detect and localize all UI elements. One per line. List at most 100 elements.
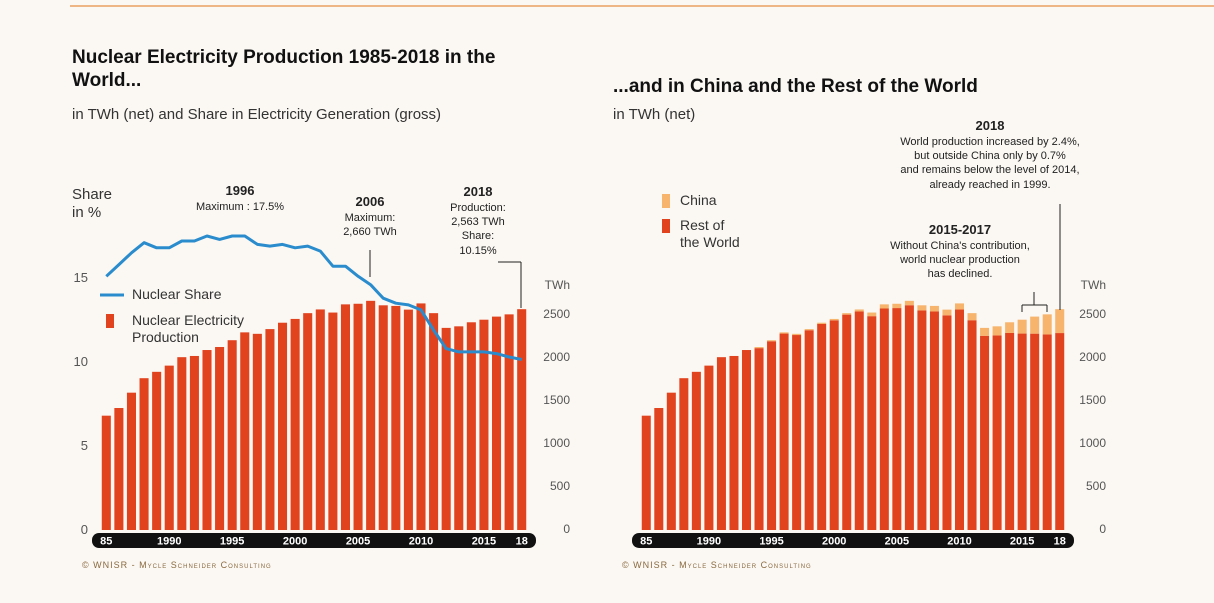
x-tick-label: 1995 [220, 536, 244, 548]
bar [1005, 322, 1015, 333]
x-tick-label: 2015 [1010, 536, 1034, 548]
bar [252, 333, 262, 530]
bar [504, 314, 514, 530]
chart-subtitle: in TWh (net) and Share in Electricity Ge… [72, 106, 442, 123]
annotation: 1996 Maximum : 17.5% [120, 183, 360, 214]
bar [942, 309, 952, 316]
bar [954, 303, 965, 310]
x-tick-label: 85 [640, 536, 652, 548]
y-tick-label: 500 [1085, 478, 1106, 493]
bar [992, 326, 1002, 336]
bar [654, 408, 664, 530]
bar [904, 305, 914, 530]
bar [691, 371, 701, 530]
y-tick-label: 0 [1099, 522, 1106, 536]
x-tick-label: 2005 [885, 536, 909, 548]
x-tick-label: 18 [1054, 536, 1066, 548]
annotation-text: 2,563 TWh [451, 216, 505, 229]
bar [754, 348, 764, 530]
y-tick-label: 2500 [1079, 306, 1106, 321]
x-tick-label: 1990 [157, 536, 181, 548]
bar [867, 316, 877, 530]
annotation-title: 2018 [463, 184, 493, 199]
bar [227, 340, 237, 530]
legend-label: China [680, 192, 717, 208]
bar [729, 355, 739, 530]
bar [892, 308, 902, 530]
bar [139, 378, 149, 530]
legend-label: Nuclear Share [132, 286, 222, 302]
bar [303, 313, 313, 530]
x-tick-label: 2005 [346, 536, 370, 548]
annotation-title: 2015-2017 [928, 222, 992, 237]
legend-label: Nuclear Electricity Production [132, 312, 245, 345]
y2-tick-label: 2500 [543, 306, 570, 321]
y2-axis-title: TWh [544, 278, 570, 292]
annotation-text: Maximum : 17.5% [195, 200, 285, 213]
bar [829, 318, 839, 321]
annotation-text: 2,660 TWh [343, 226, 397, 239]
y-tick-label: 0 [80, 522, 88, 537]
y-tick-label: 5 [80, 438, 88, 453]
y2-tick-label: 1000 [543, 435, 570, 450]
bar [1030, 316, 1040, 334]
bar [716, 357, 726, 530]
annotation-text: Without China's contribution, [890, 239, 1030, 252]
y-axis-title: Share in % [72, 186, 113, 221]
y-axis-title: TWh [1080, 278, 1106, 292]
x-tick-label: 2000 [283, 536, 307, 548]
x-tick-label: 2015 [472, 536, 496, 548]
bar [754, 347, 764, 349]
source: © WNISR - Mycle Schneider Consulting [82, 560, 272, 570]
annotation-text: has declined. [927, 268, 993, 281]
x-axis-strip [92, 533, 536, 548]
bar [265, 329, 275, 530]
bar [215, 347, 225, 530]
bar [517, 309, 527, 530]
x-tick-label: 18 [516, 536, 528, 548]
y-tick-label: 1000 [1079, 435, 1106, 450]
bar [1030, 333, 1040, 530]
x-tick-label: 2010 [947, 536, 971, 548]
legend-label: Rest of the World [680, 217, 740, 250]
bar [817, 323, 827, 530]
bar [164, 365, 174, 530]
annotation-title: 2018 [975, 118, 1005, 133]
annotation: 2006 Maximum: 2,660 TWh [250, 194, 490, 239]
y-tick-label: 10 [73, 354, 88, 369]
bar [929, 311, 939, 530]
annotation-title: 1996 [225, 183, 255, 198]
bar [479, 319, 489, 530]
chart-title: Nuclear Electricity Production 1985-2018… [72, 47, 496, 91]
y2-tick-label: 1500 [543, 392, 570, 407]
x-tick-label: 1995 [759, 536, 783, 548]
bar [792, 335, 802, 530]
bar [315, 309, 325, 530]
bar [441, 327, 451, 530]
bar [1042, 334, 1052, 530]
share-line [105, 234, 522, 361]
annotation-text: Production: [450, 201, 506, 214]
bar [466, 322, 476, 530]
annotation-title: 2006 [355, 194, 385, 209]
bar [904, 300, 914, 306]
bar [416, 303, 426, 530]
bar [189, 355, 199, 530]
bar [792, 333, 802, 336]
bar [992, 335, 1002, 530]
x-axis-strip [632, 533, 1074, 548]
bar [854, 311, 864, 530]
bar [892, 303, 902, 309]
bar [779, 333, 789, 530]
bar [1017, 319, 1027, 334]
y-tick-label: 2000 [1079, 349, 1106, 364]
bar [240, 332, 250, 530]
source: © WNISR - Mycle Schneider Consulting [622, 560, 812, 570]
bar [1017, 333, 1027, 530]
bar [391, 305, 401, 530]
bar [942, 315, 952, 530]
bar [854, 309, 864, 312]
bar [842, 314, 852, 530]
bar [967, 320, 977, 530]
